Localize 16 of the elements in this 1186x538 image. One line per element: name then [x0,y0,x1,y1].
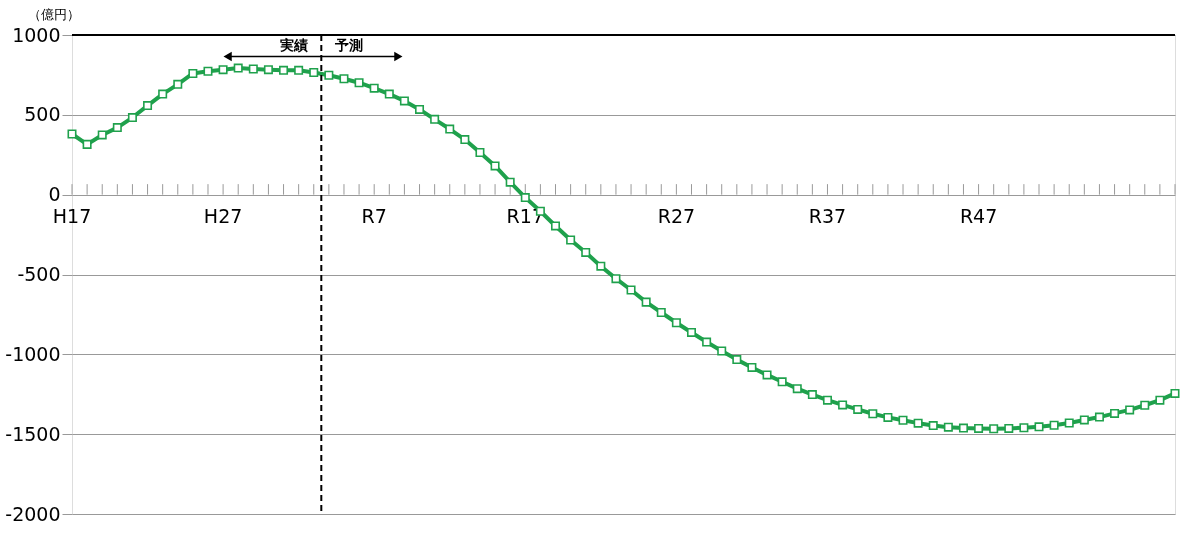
y-tick-label: -500 [17,263,61,285]
y-tick-label: -1000 [5,342,61,365]
x-tick-label: R47 [959,205,998,228]
x-tick-label: R37 [808,205,847,228]
y-tick-label: 500 [24,103,61,126]
x-tick-label: H17 [52,205,92,228]
y-axis-title: （億円） [27,6,80,22]
y-tick-label: 1000 [12,23,61,46]
annotation: 予測 [333,37,363,54]
x-tick-label: H27 [203,205,243,228]
y-tick-label: -1500 [5,422,61,445]
y-tick-label: -2000 [5,502,61,525]
annotation: 実績 [279,37,308,54]
x-tick-label: R7 [361,205,387,228]
y-tick-label: 0 [48,183,61,206]
x-tick-label: R27 [657,205,696,228]
